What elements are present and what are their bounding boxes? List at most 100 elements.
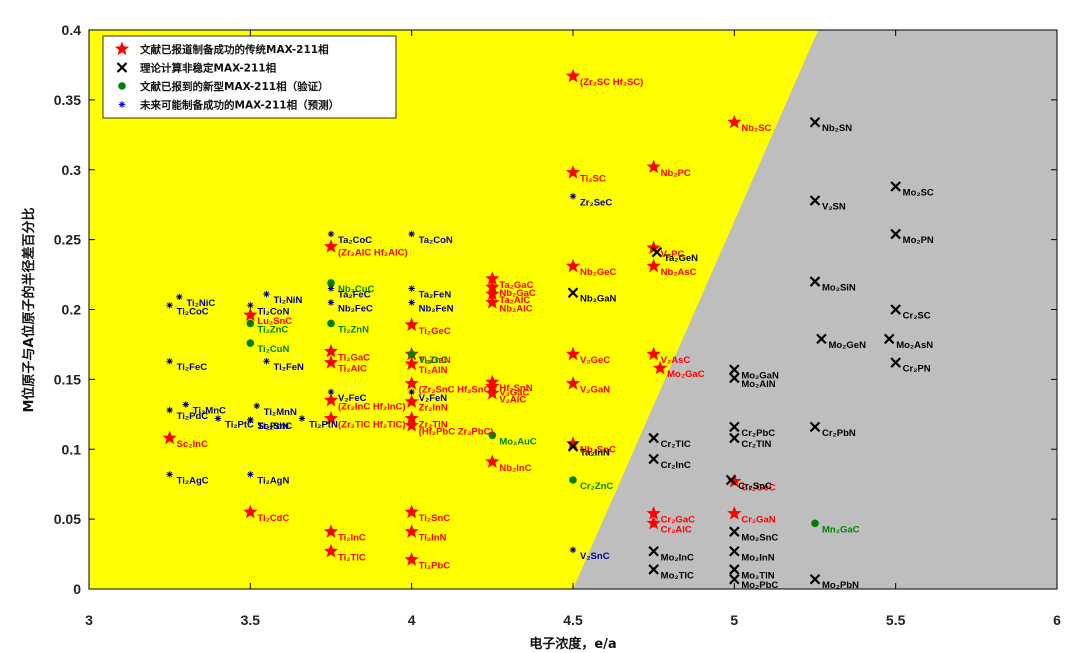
marker-star — [485, 279, 500, 294]
marker-star — [565, 376, 581, 390]
marker-x — [729, 526, 740, 537]
y-axis-label: M位原子与A位原子的半径差百分比 — [21, 208, 37, 413]
gray-region — [573, 30, 1057, 589]
marker-x — [729, 564, 740, 575]
marker-star — [727, 473, 742, 488]
point-label: Ti₂InC — [338, 533, 366, 544]
marker-x — [648, 432, 659, 444]
marker-asterisk — [166, 302, 173, 309]
marker-star — [646, 258, 661, 273]
marker-x — [809, 195, 821, 206]
marker-x — [725, 474, 737, 486]
point-label: Ti₂PbC — [419, 561, 451, 572]
y-tick-label: 0.15 — [54, 371, 81, 387]
marker-asterisk — [253, 402, 260, 410]
marker-asterisk — [166, 358, 173, 365]
marker-star — [727, 506, 742, 520]
marker-asterisk — [263, 290, 270, 298]
x-tick-label: 5 — [730, 612, 738, 628]
point-label: Ta₂FeC — [338, 290, 371, 301]
point-label: Cr₂GeC — [741, 482, 775, 493]
marker-x — [648, 453, 659, 465]
marker-star — [485, 295, 500, 309]
point-label: Cr₂PbC — [741, 428, 775, 439]
point-label: Nb₂GaN — [580, 294, 617, 305]
legend-label: 文献已报道制备成功的传统MAX-211相 — [139, 43, 329, 56]
point-label: Ti₂AlN — [419, 365, 448, 376]
point-label: Mo₂SnC — [741, 533, 778, 544]
point-label: Ti₂CoN — [257, 306, 289, 317]
point-label: (Zr₂SC Hf₂SC) — [580, 77, 643, 88]
point-label: (Zr₂InC Hf₂InC) — [338, 401, 406, 412]
marker-asterisk — [408, 388, 415, 396]
legend-marker-x — [116, 62, 128, 73]
point-label: Nb₂AsC — [661, 267, 697, 278]
point-label: Cr₂PbN — [822, 428, 856, 439]
point-label: V₂SN — [822, 201, 846, 212]
point-label: Sc₂InC — [177, 439, 208, 450]
point-label: Ti₂PtC — [225, 420, 254, 431]
point-label: V₂GaN — [580, 385, 610, 396]
marker-circle — [327, 279, 335, 287]
marker-star — [646, 240, 661, 255]
marker-x — [890, 228, 901, 240]
marker-x — [816, 333, 827, 345]
point-label: Nb₂GaC — [499, 288, 536, 299]
point-label: Mo₂SC — [903, 188, 934, 199]
marker-star — [565, 346, 581, 361]
marker-x — [890, 304, 901, 315]
point-label: Nb₂AlC — [499, 304, 532, 315]
marker-asterisk — [263, 358, 270, 365]
point-label: Ti₂AgC — [177, 475, 209, 486]
marker-circle — [488, 431, 497, 440]
point-label: Ti₂AgN — [257, 475, 289, 486]
point-label: Ta₂CoN — [419, 235, 453, 246]
marker-star — [485, 378, 500, 393]
point-label: Nb₂FeC — [338, 304, 373, 315]
marker-x — [890, 357, 901, 368]
x-tick-label: 4 — [408, 612, 416, 628]
point-label: Cr₂InC — [661, 460, 691, 471]
point-label: Cr₂SnC — [738, 481, 772, 492]
point-label: V₂PC — [661, 249, 685, 260]
point-label: V₂FeN — [419, 393, 448, 404]
point-label: Mo₂GeN — [828, 340, 866, 351]
point-label: V₂GeC — [580, 355, 610, 366]
point-label: Sc₂SnC — [257, 421, 292, 432]
marker-star — [162, 430, 177, 445]
point-label: (Zr₂SnC Hf₂SnC) — [419, 385, 494, 396]
marker-asterisk — [214, 415, 222, 422]
point-label: Ti₂GeC — [419, 326, 451, 337]
point-label: Cr₂AlC — [661, 524, 692, 535]
marker-star — [727, 114, 742, 129]
legend-marker-asterisk — [118, 101, 126, 108]
marker-star — [243, 307, 258, 322]
point-label: Ti₂CuN — [257, 344, 289, 355]
marker-circle — [569, 476, 577, 484]
point-label: Hf₂SnN — [499, 383, 532, 394]
point-label: Cr₂ZnC — [580, 481, 613, 492]
marker-asterisk — [182, 401, 189, 408]
marker-star — [565, 68, 581, 83]
marker-circle — [811, 519, 819, 528]
point-label: V₂ZnC — [419, 355, 448, 366]
point-label: V₂AlC — [499, 394, 526, 405]
point-label: Ta₂FeN — [419, 290, 452, 301]
point-label: Mo₂TlC — [661, 570, 694, 581]
marker-star — [485, 454, 500, 468]
marker-x — [651, 246, 663, 258]
x-tick-label: 3 — [85, 612, 93, 628]
marker-asterisk — [569, 193, 577, 200]
marker-circle — [246, 339, 255, 347]
y-tick-label: 0.25 — [54, 232, 81, 248]
data-points — [162, 68, 901, 585]
point-label: Ta₂GeN — [664, 253, 698, 264]
point-label: Cr₂GaC — [661, 515, 695, 526]
marker-asterisk — [408, 299, 415, 306]
point-label: Ti₂ZnC — [257, 324, 288, 335]
marker-x — [809, 116, 821, 128]
x-tick-label: 3.5 — [241, 612, 261, 628]
marker-star — [485, 286, 500, 301]
